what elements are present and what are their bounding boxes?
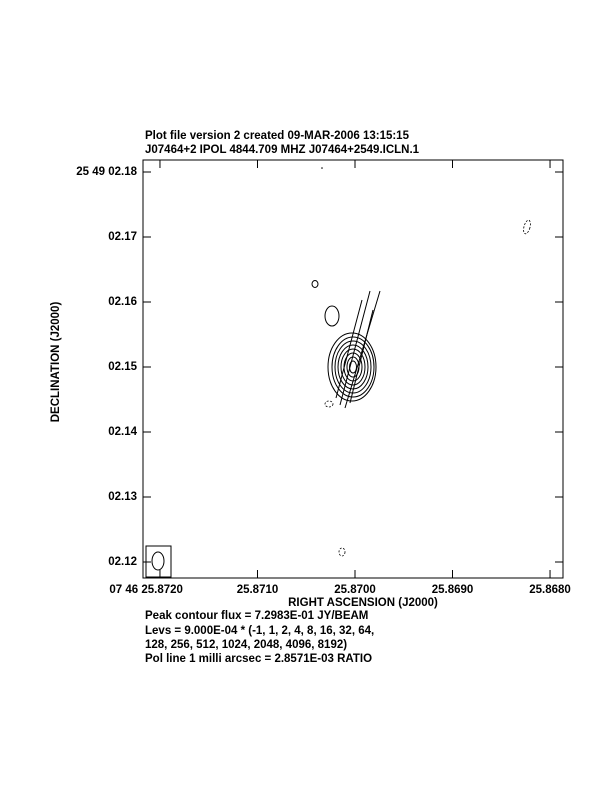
y-tick-label: 02.17 xyxy=(108,231,137,243)
contours xyxy=(311,167,531,557)
y-tick-label: 02.15 xyxy=(108,361,137,373)
y-tick-label: 02.14 xyxy=(108,426,137,438)
x-tick-label: 07 46 25.8720 xyxy=(109,584,183,596)
note: Pol line 1 milli arcsec = 2.8571E-03 RAT… xyxy=(145,653,372,665)
y-tick-label: 02.13 xyxy=(108,491,137,503)
chart-title: Plot file version 2 created 09-MAR-2006 … xyxy=(145,130,410,142)
plot-frame xyxy=(142,159,564,579)
note: 128, 256, 512, 1024, 2048, 4096, 8192) xyxy=(145,639,347,651)
x-tick-label: 25.8700 xyxy=(334,584,376,596)
x-axis-label: RIGHT ASCENSION (J2000) xyxy=(288,597,438,609)
note: Peak contour flux = 7.2983E-01 JY/BEAM xyxy=(145,610,368,622)
y-tick-label: 02.12 xyxy=(108,556,137,568)
x-tick-label: 25.8690 xyxy=(432,584,474,596)
y-tick-label: 02.16 xyxy=(108,296,137,308)
y-tick-label: 25 49 02.18 xyxy=(76,166,137,178)
x-tick-label: 25.8710 xyxy=(237,584,279,596)
y-axis-label: DECLINATION (J2000) xyxy=(50,302,62,423)
chart-subtitle: J07464+2 IPOL 4844.709 MHZ J07464+2549.I… xyxy=(145,144,420,156)
x-tick-label: 25.8680 xyxy=(529,584,571,596)
note: Levs = 9.000E-04 * (-1, 1, 2, 4, 8, 16, … xyxy=(145,625,374,637)
